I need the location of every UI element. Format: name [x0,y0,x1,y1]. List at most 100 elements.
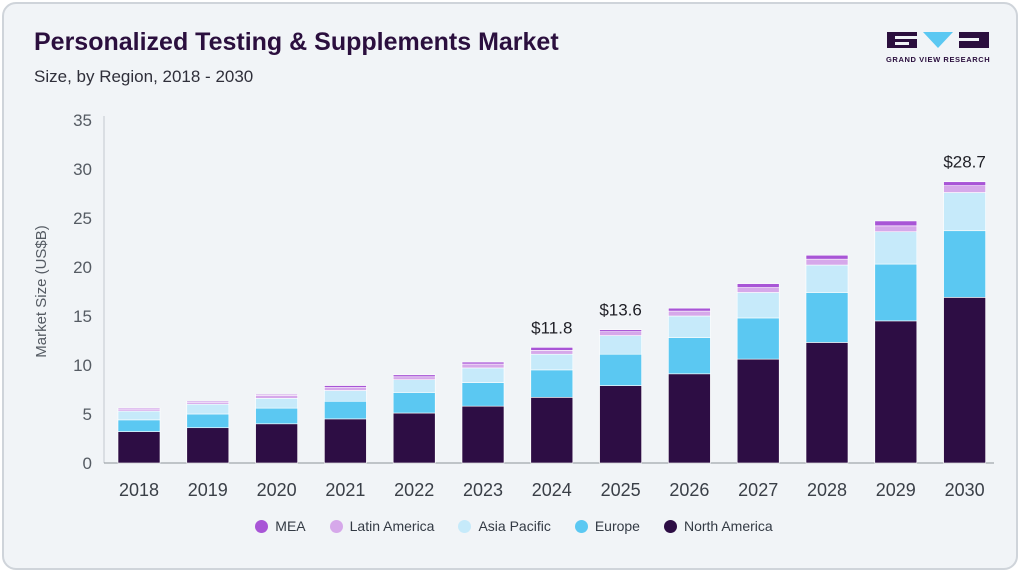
bar-stack-2026 [668,307,711,464]
bar-asia-pacific-2029 [874,231,918,265]
bar-latin-america-2024 [530,349,574,355]
legend-label: Europe [594,518,640,534]
bar-mea-2025 [599,329,642,332]
x-tick-label: 2027 [738,480,778,500]
bar-stack-2021 [324,385,367,464]
bar-stack-2022 [392,374,436,464]
bar-europe-2028 [805,292,849,343]
y-tick-label: 15 [73,307,92,326]
bar-north-america-2025 [599,385,642,464]
bar-mea-2029 [874,220,918,227]
bar-mea-2030 [943,181,986,186]
bar-asia-pacific-2028 [805,264,849,293]
bar-latin-america-2028 [805,258,849,266]
bar-stack-2020 [255,394,298,464]
bar-latin-america-2022 [392,376,436,381]
x-tick-label: 2019 [188,480,228,500]
bar-latin-america-2021 [324,387,367,391]
chart-title: Personalized Testing & Supplements Marke… [34,28,559,56]
x-tick-label: 2022 [394,480,434,500]
bar-mea-2027 [736,283,780,288]
chart-legend: MEA Latin America Asia Pacific Europe North … [4,518,1016,534]
x-tick-label: 2030 [945,480,985,500]
legend-label: Latin America [349,518,435,534]
bar-latin-america-2029 [874,225,918,233]
bar-europe-2029 [874,263,918,322]
total-value-label: $11.8 [531,318,572,337]
bar-mea-2021 [324,385,367,388]
bar-asia-pacific-2021 [324,390,367,402]
x-tick-label: 2026 [669,480,709,500]
bar-latin-america-2027 [736,287,780,293]
legend-swatch [329,519,343,533]
y-tick-label: 30 [73,160,92,179]
bar-latin-america-2020 [255,395,298,399]
bar-north-america-2020 [255,423,298,464]
bar-europe-2020 [255,407,298,425]
y-tick-label: 25 [73,209,92,228]
bar-europe-2027 [736,317,780,360]
bar-europe-2019 [186,413,230,429]
x-tick-label: 2023 [463,480,503,500]
y-tick-label: 35 [73,111,92,130]
bar-mea-2026 [668,307,711,312]
bar-north-america-2024 [530,397,574,464]
bar-stack-2027 [736,283,780,464]
chart-card: Personalized Testing & Supplements Marke… [2,2,1018,570]
y-tick-label: 10 [73,356,92,375]
chart-subtitle: Size, by Region, 2018 - 2030 [34,67,254,86]
bar-asia-pacific-2022 [392,379,436,393]
x-tick-label: 2028 [807,480,847,500]
legend-item-asia-pacific: Asia Pacific [458,518,551,534]
logo-wordmark: GRAND VIEW RESEARCH [886,55,991,64]
x-tick-label: 2020 [257,480,297,500]
bar-mea-2020 [255,394,298,396]
bar-asia-pacific-2023 [461,367,505,383]
bar-asia-pacific-2024 [530,353,574,371]
legend-item-mea: MEA [255,518,306,534]
total-value-label: $28.7 [943,153,986,172]
legend-swatch [458,519,472,533]
bar-stack-2025 [599,329,642,464]
x-tick-label: 2025 [601,480,641,500]
bar-asia-pacific-2027 [736,292,780,319]
legend-label: MEA [275,518,306,534]
bar-stack-2023 [461,361,505,464]
legend-swatch [255,519,269,533]
bar-stack-2019 [186,400,230,464]
bar-latin-america-2025 [599,331,642,336]
total-value-label: $13.6 [599,301,642,320]
bar-north-america-2027 [736,358,780,464]
bar-mea-2019 [186,400,230,403]
y-tick-label: 0 [83,454,92,473]
legend-label: Asia Pacific [478,518,551,534]
bar-asia-pacific-2025 [599,335,642,355]
bar-north-america-2019 [186,427,230,464]
bar-stack-2030 [943,181,986,464]
bar-europe-2018 [117,419,161,432]
bar-north-america-2028 [805,342,849,464]
grand-view-research-logo: GRAND VIEW RESEARCH [886,31,990,65]
bar-mea-2022 [392,374,436,378]
bar-mea-2018 [117,407,161,410]
bar-europe-2025 [599,353,642,386]
legend-item-europe: Europe [574,518,640,534]
logo-mark-icon [887,32,989,48]
legend-label: North America [683,518,773,534]
bar-asia-pacific-2018 [117,410,161,421]
bar-europe-2024 [530,369,574,398]
bar-north-america-2026 [668,373,711,464]
bar-mea-2024 [530,347,574,351]
bar-europe-2023 [461,382,505,407]
bar-asia-pacific-2030 [943,192,986,232]
x-tick-label: 2024 [532,480,572,500]
bar-north-america-2022 [392,412,436,464]
bar-north-america-2021 [324,418,367,464]
legend-swatch [574,519,588,533]
x-tick-label: 2021 [325,480,365,500]
bar-north-america-2023 [461,405,505,464]
bar-mea-2028 [805,254,849,260]
y-axis-title: Market Size (US$B) [33,225,50,358]
bar-north-america-2018 [117,431,161,464]
